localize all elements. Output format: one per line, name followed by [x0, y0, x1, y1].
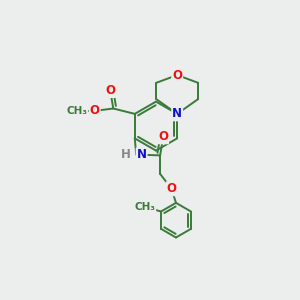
Text: O: O [172, 68, 182, 82]
Text: O: O [167, 182, 176, 195]
Text: CH₃: CH₃ [134, 202, 155, 212]
Text: CH₃: CH₃ [66, 106, 87, 116]
Text: O: O [158, 130, 168, 143]
Text: N: N [172, 107, 182, 120]
Text: N: N [136, 148, 147, 161]
Text: H: H [121, 148, 131, 161]
Text: O: O [90, 104, 100, 117]
Text: O: O [105, 84, 115, 97]
